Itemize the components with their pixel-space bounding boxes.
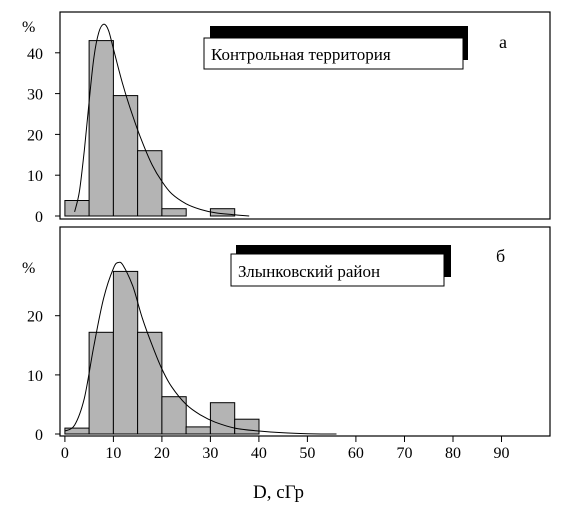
panel-b-legend-box <box>230 253 445 287</box>
panel-b-y-tick-label: 0 <box>35 427 43 444</box>
panel-a: 0 10 20 30 40 % Контрольная территория а <box>22 11 551 226</box>
panel-a-y-ticks: 0 10 20 30 40 <box>27 46 60 226</box>
x-tick-label: 80 <box>445 445 461 462</box>
panel-b-fit-curve <box>64 261 337 435</box>
panel-a-y-tick-label: 0 <box>35 209 43 226</box>
panel-a-letter: а <box>499 32 507 52</box>
panel-a-legend-box <box>203 37 464 70</box>
panel-b: 0 10 20 % Злынковский район б <box>22 226 551 444</box>
panel-b-y-label: % <box>22 260 35 277</box>
panel-b-legend-label: Злынковский район <box>238 262 380 281</box>
panel-b-bar <box>64 427 90 435</box>
panel-b-bar <box>112 270 139 435</box>
x-tick-label: 20 <box>154 445 170 462</box>
panel-a-bar <box>161 208 187 217</box>
panel-b-y-tick-label: 20 <box>27 309 43 326</box>
panel-a-legend-label: Контрольная территория <box>211 45 391 64</box>
panel-a-bar <box>137 150 163 217</box>
panel-b-y-tick-label: 10 <box>27 368 43 385</box>
x-tick-label: 40 <box>251 445 267 462</box>
panel-b-y-ticks: 0 10 20 <box>27 309 60 444</box>
panel-a-bar <box>112 95 139 217</box>
panel-a-y-tick-label: 30 <box>27 87 43 104</box>
panel-b-bar <box>234 418 260 435</box>
x-axis-ticks: 0 10 20 30 40 50 60 70 80 90 <box>61 436 510 462</box>
panel-a-bar <box>88 40 114 217</box>
x-tick-label: 10 <box>105 445 121 462</box>
panel-b-bar <box>185 426 211 435</box>
x-axis-label: D, сГр <box>253 482 304 503</box>
panel-a-y-tick-label: 20 <box>27 127 43 144</box>
x-tick-label: 30 <box>202 445 218 462</box>
panel-a-bars <box>64 40 236 217</box>
panel-a-fit-curve <box>74 23 250 217</box>
panel-a-y-tick-label: 10 <box>27 168 43 185</box>
x-tick-label: 70 <box>397 445 413 462</box>
panel-b-bar <box>137 331 163 435</box>
x-tick-label: 90 <box>494 445 510 462</box>
panel-b-letter: б <box>496 246 505 266</box>
x-tick-label: 60 <box>348 445 364 462</box>
x-tick-label: 0 <box>61 445 69 462</box>
panel-b-bar <box>161 396 187 435</box>
panel-b-bar <box>88 331 114 435</box>
panel-a-y-label: % <box>22 19 35 36</box>
x-tick-label: 50 <box>299 445 315 462</box>
panel-b-bar <box>209 402 236 435</box>
panel-a-y-tick-label: 40 <box>27 46 43 63</box>
panel-b-bars <box>64 270 260 435</box>
